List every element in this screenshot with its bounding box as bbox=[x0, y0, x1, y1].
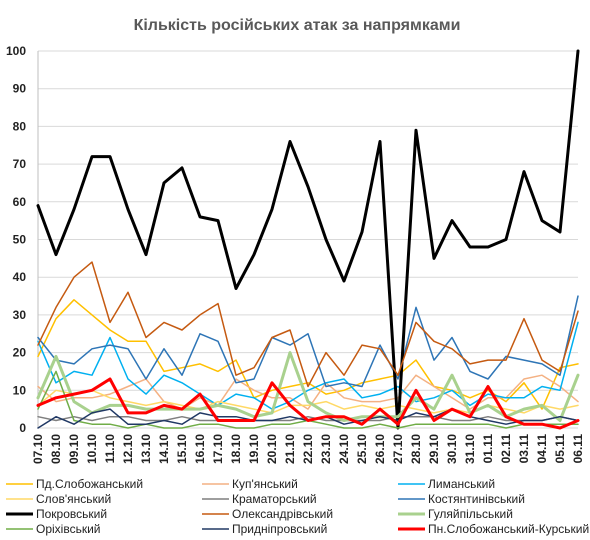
legend-label-11: Пн.Слобожанський-Курський bbox=[428, 522, 589, 536]
x-tick-label: 13.10 bbox=[139, 434, 153, 464]
x-tick-label: 02.11 bbox=[499, 434, 513, 464]
series-line-4 bbox=[37, 415, 579, 422]
legend-label-4: Краматорський bbox=[232, 492, 317, 506]
series-line-5 bbox=[37, 295, 579, 388]
legend-label-6: Покровський bbox=[36, 507, 107, 521]
x-tick-label: 31.10 bbox=[463, 434, 477, 464]
y-axis-ticks: 0 10 20 30 40 50 60 70 80 90 100 bbox=[6, 44, 26, 435]
x-axis-ticks: 07.10 08.10 09.10 10.10 11.10 12.10 13.10 14.10… bbox=[31, 434, 585, 464]
legend-label-2: Лиманський bbox=[428, 477, 495, 491]
x-tick-label: 15.10 bbox=[175, 434, 189, 464]
x-tick-label: 10.10 bbox=[85, 434, 99, 464]
series-line-2 bbox=[37, 321, 579, 410]
x-tick-label: 28.10 bbox=[409, 434, 423, 464]
x-tick-label: 01.11 bbox=[481, 434, 495, 464]
y-tick-label: 100 bbox=[6, 44, 26, 58]
x-tick-label: 09.10 bbox=[67, 434, 81, 464]
y-tick-label: 0 bbox=[19, 421, 26, 435]
grid bbox=[37, 50, 578, 429]
legend-label-8: Гуляйпільський bbox=[428, 507, 513, 521]
x-tick-label: 04.11 bbox=[535, 434, 549, 464]
series-line-11 bbox=[36, 377, 580, 430]
legend-label-10: Придніпровський bbox=[232, 522, 327, 536]
x-tick-label: 11.10 bbox=[103, 434, 117, 464]
y-tick-label: 90 bbox=[13, 82, 27, 96]
y-tick-label: 80 bbox=[13, 119, 27, 133]
y-tick-label: 70 bbox=[13, 157, 27, 171]
y-tick-label: 50 bbox=[13, 233, 27, 247]
x-tick-label: 23.10 bbox=[319, 434, 333, 464]
x-tick-label: 18.10 bbox=[229, 434, 243, 464]
y-tick-label: 60 bbox=[13, 195, 27, 209]
legend-label-1: Куп'янський bbox=[232, 477, 298, 491]
x-tick-label: 22.10 bbox=[301, 434, 315, 464]
x-tick-label: 19.10 bbox=[247, 434, 261, 464]
x-tick-label: 26.10 bbox=[373, 434, 387, 464]
y-tick-label: 40 bbox=[13, 270, 27, 284]
x-tick-label: 25.10 bbox=[355, 434, 369, 464]
legend-label-9: Оріхівський bbox=[36, 522, 101, 536]
x-tick-label: 07.10 bbox=[31, 434, 45, 464]
y-tick-label: 10 bbox=[13, 383, 27, 397]
x-tick-label: 03.11 bbox=[517, 434, 531, 464]
y-tick-label: 30 bbox=[13, 308, 27, 322]
legend-label-5: Костянтинівський bbox=[428, 492, 525, 506]
series-line-8 bbox=[36, 351, 580, 422]
series-line-0 bbox=[37, 299, 579, 410]
legend-label-3: Слов'янський bbox=[36, 492, 111, 506]
series-line-7 bbox=[37, 261, 579, 388]
x-tick-label: 08.10 bbox=[49, 434, 63, 464]
x-tick-label: 30.10 bbox=[445, 434, 459, 464]
x-tick-label: 14.10 bbox=[157, 434, 171, 464]
y-tick-label: 20 bbox=[13, 346, 27, 360]
series-lines bbox=[36, 49, 580, 430]
x-tick-label: 17.10 bbox=[211, 434, 225, 464]
legend-label-0: Пд.Слобожанський bbox=[36, 477, 143, 491]
x-tick-label: 16.10 bbox=[193, 434, 207, 464]
x-tick-label: 12.10 bbox=[121, 434, 135, 464]
x-tick-label: 29.10 bbox=[427, 434, 441, 464]
legend: Пд.Слобожанський Куп'янський Лиманський Сло… bbox=[6, 477, 589, 536]
series-line-6 bbox=[36, 49, 580, 430]
x-tick-label: 21.10 bbox=[283, 434, 297, 464]
x-tick-label: 06.11 bbox=[571, 434, 585, 464]
chart-title: Кількість російських атак за напрямками bbox=[134, 17, 461, 34]
x-tick-label: 27.10 bbox=[391, 434, 405, 464]
x-tick-label: 05.11 bbox=[553, 434, 567, 464]
x-tick-label: 20.10 bbox=[265, 434, 279, 464]
series-line-1 bbox=[37, 374, 579, 410]
legend-label-7: Олександрівський bbox=[232, 507, 333, 521]
x-tick-label: 24.10 bbox=[337, 434, 351, 464]
